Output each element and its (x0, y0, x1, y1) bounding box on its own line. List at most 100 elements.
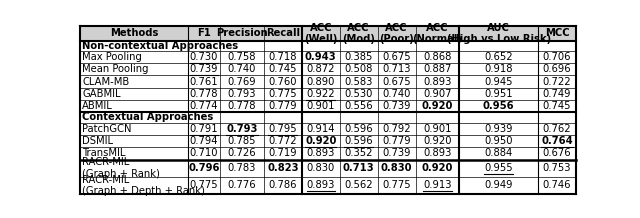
Text: 0.596: 0.596 (344, 136, 373, 146)
Text: 0.726: 0.726 (228, 148, 256, 158)
Text: 0.385: 0.385 (344, 52, 373, 62)
Text: 0.740: 0.740 (228, 64, 256, 74)
Text: 0.943: 0.943 (305, 52, 337, 62)
Text: ACC
(Well): ACC (Well) (304, 23, 337, 44)
Text: 0.778: 0.778 (228, 101, 256, 111)
Text: ABMIL: ABMIL (83, 101, 113, 111)
Text: 0.772: 0.772 (268, 136, 297, 146)
Text: 0.868: 0.868 (423, 52, 452, 62)
Text: 0.730: 0.730 (190, 52, 218, 62)
Text: 0.696: 0.696 (543, 64, 572, 74)
Text: 0.675: 0.675 (382, 52, 411, 62)
Text: 0.793: 0.793 (227, 124, 258, 134)
Text: 0.956: 0.956 (483, 101, 515, 111)
Text: ACC
(Normal): ACC (Normal) (412, 23, 462, 44)
Text: 0.758: 0.758 (228, 52, 256, 62)
Text: 0.893: 0.893 (307, 181, 335, 190)
Text: 0.776: 0.776 (228, 181, 256, 190)
Text: 0.890: 0.890 (307, 77, 335, 87)
Text: 0.774: 0.774 (189, 101, 218, 111)
Text: Mean Pooling: Mean Pooling (83, 64, 149, 74)
Text: 0.775: 0.775 (382, 181, 411, 190)
Text: 0.913: 0.913 (423, 181, 452, 190)
Text: DSMIL: DSMIL (83, 136, 113, 146)
Text: 0.562: 0.562 (344, 181, 373, 190)
Text: 0.893: 0.893 (423, 148, 452, 158)
Text: 0.884: 0.884 (484, 148, 513, 158)
Text: 0.783: 0.783 (228, 163, 256, 173)
Text: Recall: Recall (266, 28, 300, 38)
Text: ACC
(Mod): ACC (Mod) (342, 23, 375, 44)
Text: 0.920: 0.920 (305, 136, 337, 146)
Text: F1: F1 (197, 28, 211, 38)
Text: 0.794: 0.794 (189, 136, 218, 146)
Text: 0.779: 0.779 (382, 136, 411, 146)
Text: 0.652: 0.652 (484, 52, 513, 62)
Text: 0.722: 0.722 (543, 77, 572, 87)
Text: 0.706: 0.706 (543, 52, 572, 62)
Text: 0.710: 0.710 (189, 148, 218, 158)
Text: 0.675: 0.675 (382, 77, 411, 87)
Text: 0.739: 0.739 (189, 64, 218, 74)
Text: 0.920: 0.920 (423, 136, 452, 146)
Text: 0.830: 0.830 (307, 163, 335, 173)
Text: 0.901: 0.901 (423, 124, 452, 134)
Text: 0.823: 0.823 (267, 163, 298, 173)
Text: 0.775: 0.775 (268, 89, 297, 99)
Text: 0.508: 0.508 (344, 64, 373, 74)
Text: 0.939: 0.939 (484, 124, 513, 134)
Text: 0.951: 0.951 (484, 89, 513, 99)
Text: 0.760: 0.760 (269, 77, 297, 87)
Text: 0.793: 0.793 (228, 89, 256, 99)
Text: PatchGCN: PatchGCN (83, 124, 132, 134)
Text: 0.530: 0.530 (344, 89, 373, 99)
Text: 0.718: 0.718 (269, 52, 297, 62)
Text: 0.761: 0.761 (189, 77, 218, 87)
Text: 0.901: 0.901 (307, 101, 335, 111)
Text: 0.749: 0.749 (543, 89, 572, 99)
Text: 0.745: 0.745 (543, 101, 572, 111)
Text: Max Pooling: Max Pooling (83, 52, 142, 62)
Text: 0.893: 0.893 (423, 77, 452, 87)
Text: 0.795: 0.795 (268, 124, 297, 134)
Text: 0.955: 0.955 (484, 163, 513, 173)
Text: 0.945: 0.945 (484, 77, 513, 87)
Text: 0.713: 0.713 (343, 163, 374, 173)
Text: 0.583: 0.583 (344, 77, 373, 87)
Text: 0.740: 0.740 (382, 89, 411, 99)
Text: 0.556: 0.556 (344, 101, 373, 111)
Text: Non-contextual Approaches: Non-contextual Approaches (83, 41, 239, 51)
Text: RACR-MIL
(Graph + Rank): RACR-MIL (Graph + Rank) (83, 157, 160, 179)
Text: 0.676: 0.676 (543, 148, 572, 158)
Text: 0.596: 0.596 (344, 124, 373, 134)
Text: 0.778: 0.778 (189, 89, 218, 99)
Text: 0.745: 0.745 (269, 64, 297, 74)
Text: 0.786: 0.786 (269, 181, 297, 190)
Text: 0.753: 0.753 (543, 163, 572, 173)
Text: 0.893: 0.893 (307, 148, 335, 158)
Text: CLAM-MB: CLAM-MB (83, 77, 129, 87)
Text: 0.792: 0.792 (382, 124, 411, 134)
Bar (80, 26, 576, 41)
Text: 0.950: 0.950 (484, 136, 513, 146)
Text: 0.713: 0.713 (382, 64, 411, 74)
Text: Precision: Precision (216, 28, 268, 38)
Text: 0.887: 0.887 (423, 64, 452, 74)
Text: 0.922: 0.922 (307, 89, 335, 99)
Text: 0.769: 0.769 (228, 77, 256, 87)
Text: 0.914: 0.914 (307, 124, 335, 134)
Text: Methods: Methods (110, 28, 158, 38)
Text: 0.352: 0.352 (344, 148, 373, 158)
Text: 0.949: 0.949 (484, 181, 513, 190)
Text: 0.796: 0.796 (188, 163, 220, 173)
Text: TransMIL: TransMIL (83, 148, 125, 158)
Text: 0.746: 0.746 (543, 181, 572, 190)
Text: 0.830: 0.830 (381, 163, 412, 173)
Text: 0.920: 0.920 (422, 101, 453, 111)
Text: 0.920: 0.920 (422, 163, 453, 173)
Text: 0.872: 0.872 (307, 64, 335, 74)
Text: 0.907: 0.907 (423, 89, 452, 99)
Text: 0.764: 0.764 (541, 136, 573, 146)
Text: 0.791: 0.791 (189, 124, 218, 134)
Text: 0.918: 0.918 (484, 64, 513, 74)
